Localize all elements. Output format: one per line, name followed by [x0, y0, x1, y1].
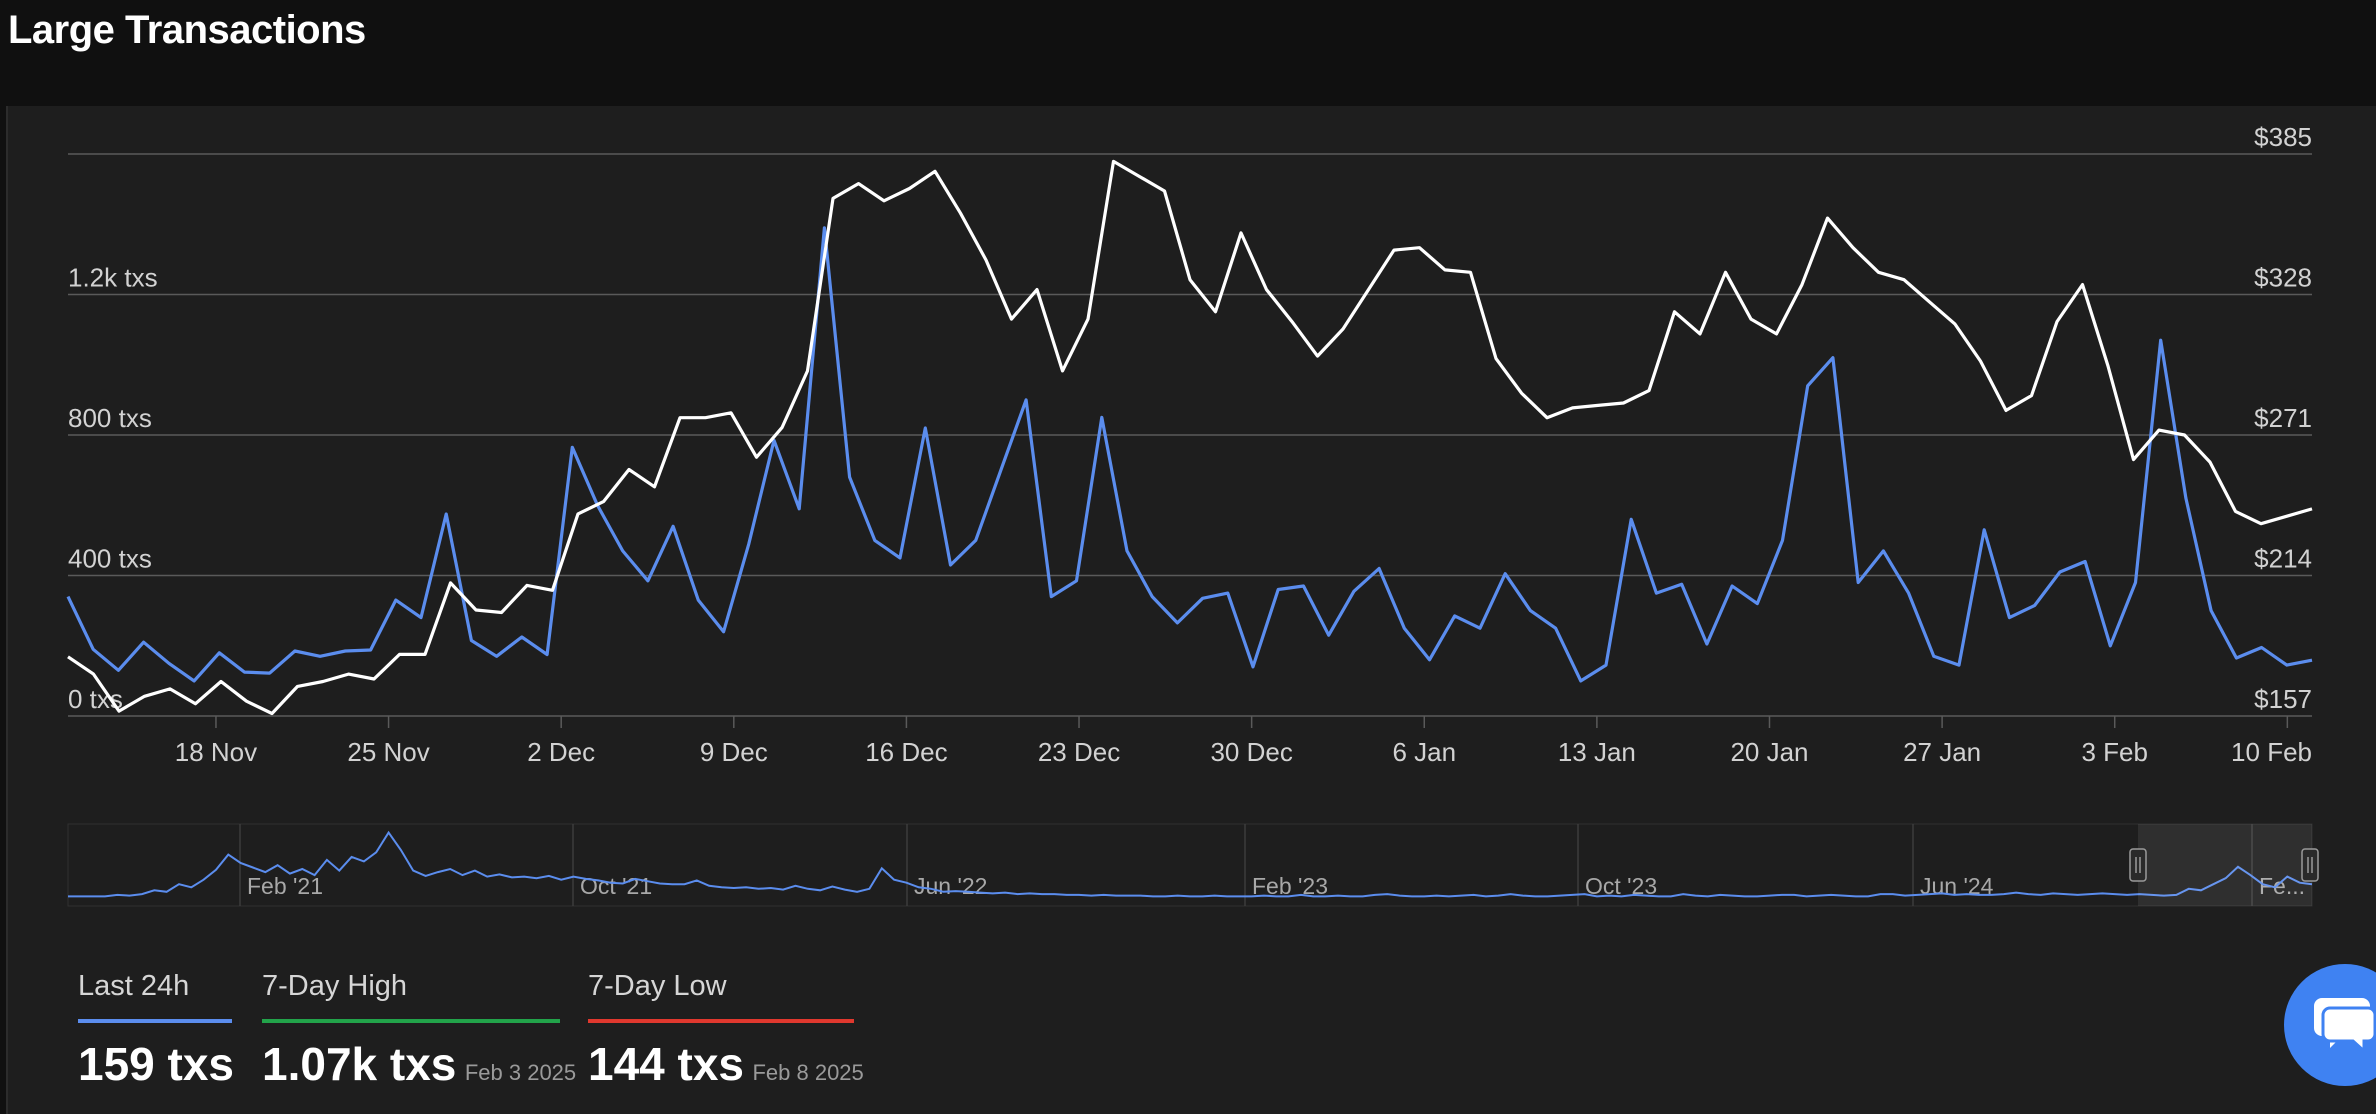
- transactions-line: [66, 226, 2313, 683]
- stat-label: Last 24h: [78, 970, 190, 1002]
- handle-grip: [2129, 848, 2147, 882]
- x-axis-tick-label: 23 Dec: [1038, 737, 1120, 767]
- x-axis-tick-label: 6 Jan: [1392, 737, 1456, 767]
- right-axis-tick-label: $328: [2254, 263, 2312, 293]
- stat-rule: [78, 1019, 232, 1023]
- stat-value: 1.07k txs: [262, 1038, 457, 1090]
- page-title: Large Transactions: [8, 8, 366, 52]
- right-axis-labels: $157 $214 $271 $328 $385: [2254, 122, 2312, 714]
- range-navigator: Feb '21 Oct '21 Jun '22 Feb '23 Oct '23 Jun '…: [67, 823, 2319, 907]
- series-lines: [66, 159, 2313, 716]
- left-axis-tick-label: 0 txs: [68, 684, 123, 714]
- right-axis-tick-label: $271: [2254, 403, 2312, 433]
- x-axis-tick-label: 30 Dec: [1210, 737, 1292, 767]
- stat-value-row: 1.07k txs Feb 3 2025: [262, 1037, 576, 1091]
- stat-value-row: 144 txs Feb 8 2025: [588, 1037, 864, 1091]
- x-axis-tick-label: 25 Nov: [347, 737, 429, 767]
- stat-value: 144 txs: [588, 1038, 745, 1090]
- stat-label: 7-Day High: [262, 970, 408, 1002]
- stat-value: 159 txs: [78, 1038, 235, 1090]
- stat-label: 7-Day Low: [588, 970, 727, 1002]
- navigator-label: Feb '21: [247, 873, 323, 899]
- stat-rule: [588, 1019, 854, 1023]
- stat-rule: [262, 1019, 560, 1023]
- chat-bubble-icon: [2314, 998, 2376, 1055]
- x-axis-tick-label: 9 Dec: [700, 737, 768, 767]
- x-axis-tick-label: 27 Jan: [1903, 737, 1981, 767]
- price-line: [67, 159, 2313, 716]
- navigator-label: Jun '22: [914, 873, 987, 899]
- panel-divider: [6, 106, 8, 1114]
- left-axis-tick-label: 800 txs: [68, 403, 152, 433]
- x-axis-tick-label: 18 Nov: [175, 737, 257, 767]
- x-axis-tick-label: 20 Jan: [1730, 737, 1808, 767]
- left-axis-labels: 0 txs 400 txs 800 txs 1.2k txs: [68, 263, 158, 715]
- stat-last-24h: Last 24h 159 txs: [78, 970, 234, 1091]
- chat-button[interactable]: [2284, 964, 2376, 1086]
- right-axis-tick-label: $157: [2254, 684, 2312, 714]
- stat-date: Feb 3 2025: [464, 1060, 577, 1085]
- x-axis-tick-label: 2 Dec: [527, 737, 595, 767]
- navigator-handle-left[interactable]: [2129, 848, 2147, 882]
- stat-7-day-high: 7-Day High 1.07k txs Feb 3 2025: [262, 970, 576, 1091]
- right-axis-tick-label: $214: [2254, 544, 2312, 574]
- navigator-line: [68, 830, 2313, 898]
- left-axis-tick-label: 400 txs: [68, 544, 152, 574]
- navigator-handle-right[interactable]: [2301, 848, 2319, 882]
- stat-date: Feb 8 2025: [752, 1060, 864, 1085]
- navigator-label: Oct '21: [580, 873, 652, 899]
- x-axis-tick-label: 16 Dec: [865, 737, 947, 767]
- handle-grip: [2301, 848, 2319, 882]
- x-axis-tick-label: 10 Feb: [2231, 737, 2312, 767]
- x-axis-tick-label: 3 Feb: [2081, 737, 2148, 767]
- grid-lines: [68, 153, 2312, 717]
- x-axis-tick-label: 13 Jan: [1558, 737, 1636, 767]
- navigator-track: [67, 823, 2313, 907]
- stat-7-day-low: 7-Day Low 144 txs Feb 8 2025: [588, 970, 864, 1091]
- stat-value-row: 159 txs: [78, 1037, 234, 1091]
- navigator-selection: [2138, 824, 2312, 906]
- x-axis: 18 Nov 25 Nov 2 Dec 9 Dec 16 Dec 23 Dec 30 Dec…: [175, 716, 2312, 767]
- right-axis-tick-label: $385: [2254, 122, 2312, 152]
- left-axis-tick-label: 1.2k txs: [68, 263, 158, 293]
